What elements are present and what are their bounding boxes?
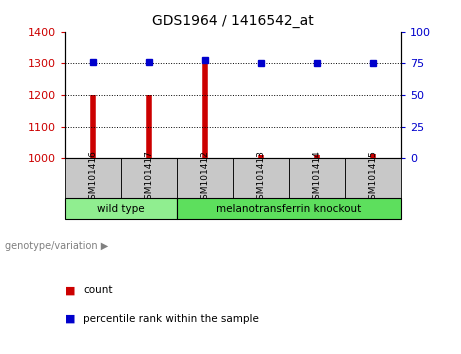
Text: GSM101416: GSM101416 — [88, 150, 97, 205]
Bar — [177, 198, 401, 219]
Text: ■: ■ — [65, 314, 75, 324]
Bar — [65, 198, 177, 219]
Text: GSM101417: GSM101417 — [144, 150, 153, 205]
Text: GSM101415: GSM101415 — [368, 150, 378, 205]
Bar — [289, 158, 345, 198]
Text: GSM101413: GSM101413 — [256, 150, 266, 205]
Bar — [65, 158, 121, 198]
Bar — [121, 158, 177, 198]
Bar — [233, 158, 289, 198]
Title: GDS1964 / 1416542_at: GDS1964 / 1416542_at — [152, 14, 313, 28]
Text: count: count — [83, 285, 112, 295]
Bar — [345, 158, 401, 198]
Text: wild type: wild type — [97, 204, 144, 213]
Text: ■: ■ — [65, 285, 75, 295]
Text: melanotransferrin knockout: melanotransferrin knockout — [216, 204, 361, 213]
Text: genotype/variation ▶: genotype/variation ▶ — [5, 241, 108, 251]
Bar — [177, 158, 233, 198]
Text: percentile rank within the sample: percentile rank within the sample — [83, 314, 259, 324]
Text: GSM101414: GSM101414 — [313, 151, 321, 205]
Text: GSM101412: GSM101412 — [200, 151, 209, 205]
